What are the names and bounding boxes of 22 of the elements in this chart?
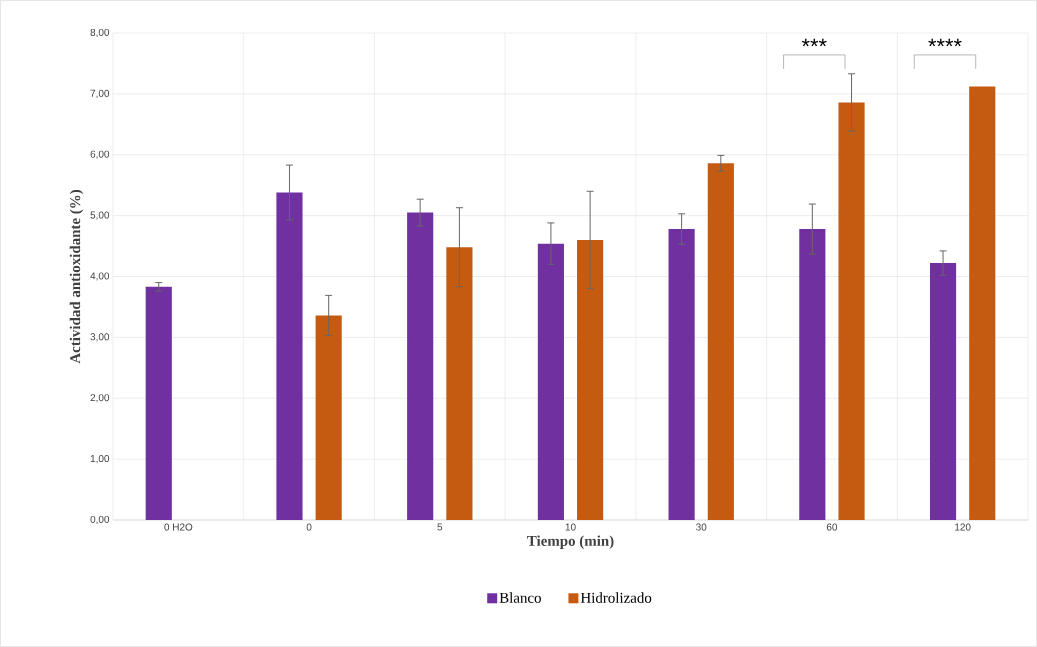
y-tick-label: 5,00 [90,211,110,220]
x-tick-label: 5 [437,523,443,531]
y-tick-label: 6,00 [90,150,110,159]
y-tick-label: 0,00 [90,515,110,525]
annotation: *** [801,38,827,47]
y-axis-title: Actividad antioxidante (%) [69,189,84,364]
x-tick-label: 0 [306,523,312,531]
x-tick-label: 120 [955,523,971,531]
y-tick-label: 2,00 [90,394,110,403]
x-tick-label: 10 [565,523,576,531]
y-tick-label: 4,00 [90,272,110,281]
y-tick-label: 1,00 [90,455,110,464]
x-tick-label: 0 H2O [164,523,193,531]
y-tick-label: 7,00 [90,89,110,98]
y-tick-label: 3,00 [90,333,110,342]
y-tick-label: 8,00 [90,28,110,38]
annotation: **** [928,38,962,47]
x-tick-label: 60 [826,523,838,531]
x-axis-title: Tiempo (min) [527,535,614,549]
legend-label: Hidrolizado [580,592,652,603]
legend-label: Blanco [499,592,541,603]
x-tick-label: 30 [696,523,707,531]
